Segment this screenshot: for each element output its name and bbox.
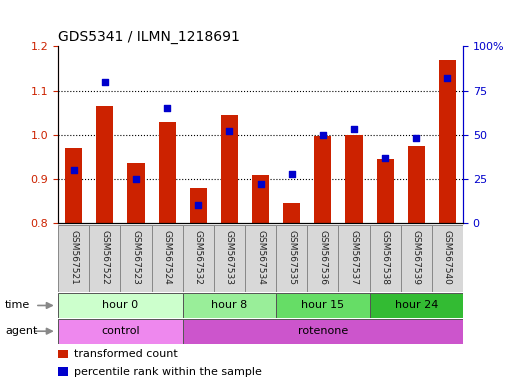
Bar bbox=[221, 115, 237, 223]
Bar bbox=[89, 225, 120, 292]
Bar bbox=[58, 367, 68, 376]
Bar bbox=[376, 159, 393, 223]
Point bbox=[349, 126, 358, 132]
Bar bbox=[369, 225, 400, 292]
Bar bbox=[152, 225, 182, 292]
Bar bbox=[96, 106, 113, 223]
Text: GSM567534: GSM567534 bbox=[256, 230, 265, 285]
Bar bbox=[120, 225, 152, 292]
Text: GSM567524: GSM567524 bbox=[162, 230, 171, 285]
Point bbox=[132, 176, 140, 182]
Bar bbox=[58, 350, 68, 358]
Text: GSM567532: GSM567532 bbox=[193, 230, 203, 285]
Bar bbox=[438, 60, 455, 223]
Text: control: control bbox=[101, 326, 139, 336]
Text: time: time bbox=[5, 300, 30, 311]
Bar bbox=[65, 148, 82, 223]
Text: hour 15: hour 15 bbox=[300, 300, 344, 311]
Point bbox=[163, 105, 171, 111]
Bar bbox=[127, 164, 144, 223]
Text: GSM567522: GSM567522 bbox=[100, 230, 109, 285]
Bar bbox=[58, 225, 89, 292]
Text: GSM567540: GSM567540 bbox=[442, 230, 451, 285]
Bar bbox=[251, 174, 269, 223]
Bar bbox=[276, 225, 307, 292]
Text: GSM567533: GSM567533 bbox=[225, 230, 233, 285]
Text: GSM567537: GSM567537 bbox=[349, 230, 358, 285]
Text: GSM567538: GSM567538 bbox=[380, 230, 389, 285]
Bar bbox=[431, 225, 462, 292]
Bar bbox=[182, 225, 214, 292]
Point bbox=[100, 79, 109, 85]
Bar bbox=[400, 225, 431, 292]
Point bbox=[442, 75, 450, 81]
Bar bbox=[158, 121, 175, 223]
Point bbox=[318, 132, 326, 138]
Text: percentile rank within the sample: percentile rank within the sample bbox=[73, 366, 261, 377]
Bar bbox=[407, 146, 424, 223]
Text: hour 24: hour 24 bbox=[394, 300, 437, 311]
Bar bbox=[58, 293, 182, 318]
Text: GSM567521: GSM567521 bbox=[69, 230, 78, 285]
Bar bbox=[283, 203, 299, 223]
Bar bbox=[314, 136, 331, 223]
Point bbox=[256, 181, 264, 187]
Bar bbox=[182, 293, 276, 318]
Point bbox=[412, 135, 420, 141]
Point bbox=[287, 170, 295, 177]
Text: hour 8: hour 8 bbox=[211, 300, 247, 311]
Bar bbox=[244, 225, 276, 292]
Text: GDS5341 / ILMN_1218691: GDS5341 / ILMN_1218691 bbox=[58, 30, 239, 44]
Bar bbox=[338, 225, 369, 292]
Text: GSM567536: GSM567536 bbox=[318, 230, 327, 285]
Text: GSM567523: GSM567523 bbox=[131, 230, 140, 285]
Text: rotenone: rotenone bbox=[297, 326, 347, 336]
Bar bbox=[182, 319, 462, 344]
Point bbox=[380, 155, 388, 161]
Bar bbox=[189, 188, 207, 223]
Text: agent: agent bbox=[5, 326, 37, 336]
Text: GSM567535: GSM567535 bbox=[287, 230, 295, 285]
Text: GSM567539: GSM567539 bbox=[411, 230, 420, 285]
Bar bbox=[58, 319, 182, 344]
Bar bbox=[307, 225, 338, 292]
Bar bbox=[276, 293, 369, 318]
Text: hour 0: hour 0 bbox=[102, 300, 138, 311]
Point bbox=[225, 128, 233, 134]
Bar bbox=[369, 293, 462, 318]
Bar bbox=[214, 225, 244, 292]
Bar bbox=[345, 135, 362, 223]
Point bbox=[194, 202, 202, 209]
Text: transformed count: transformed count bbox=[73, 349, 177, 359]
Point bbox=[70, 167, 78, 173]
